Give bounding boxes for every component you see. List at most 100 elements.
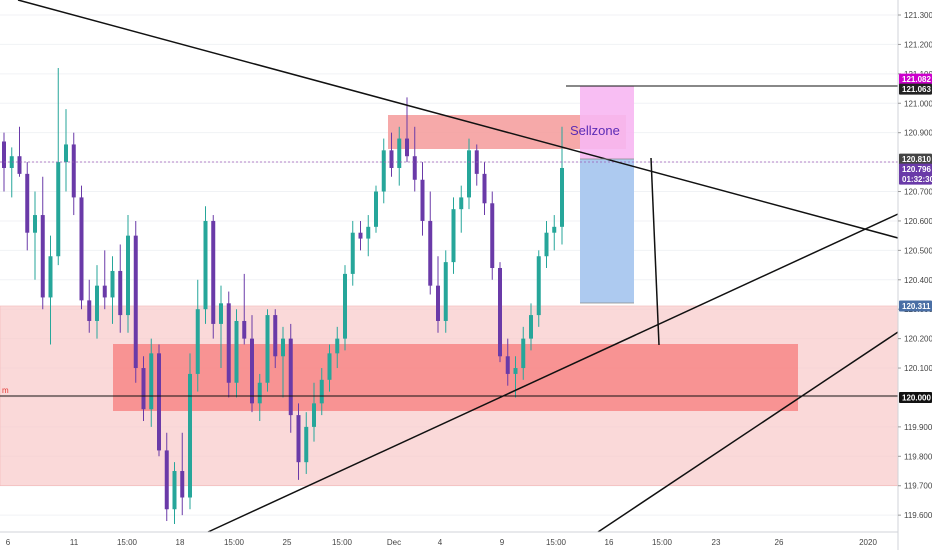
price-tag-bg (899, 300, 932, 312)
candle-body (343, 273, 347, 339)
price-tag-bg (899, 173, 932, 185)
y-tick-label: 121.300 (904, 11, 932, 20)
candle (195, 279, 200, 392)
candle (281, 326, 285, 398)
candle-body (358, 232, 363, 239)
candle-body (17, 156, 22, 174)
y-tick-label: 120.400 (904, 276, 932, 285)
ascending-trendline[interactable] (207, 213, 899, 533)
price-tag[interactable]: 01:32:30 (899, 173, 932, 185)
y-tick-label: 119.700 (904, 482, 932, 491)
candle (157, 344, 161, 457)
price-tag[interactable]: 120.000 (899, 391, 932, 403)
candle (397, 126, 402, 186)
candle (544, 220, 549, 269)
price-tag[interactable]: 121.063 (899, 83, 932, 95)
candle-body (420, 179, 425, 221)
projection-path[interactable] (650, 157, 660, 346)
price-tag[interactable]: 120.796 (899, 163, 932, 175)
candle (87, 279, 92, 333)
price-tag-label: 120.311 (902, 302, 931, 311)
candle-body (381, 150, 386, 192)
price-tag-bg (899, 83, 932, 95)
candle (474, 144, 479, 186)
candle (25, 162, 30, 251)
candle-body (552, 226, 557, 233)
candle (211, 215, 216, 339)
candle-body (87, 300, 92, 321)
y-tick-label: 121.000 (904, 99, 932, 108)
channel-trendline[interactable] (597, 331, 899, 533)
candle (242, 273, 247, 345)
descending-trendline[interactable] (17, 0, 899, 239)
candle (505, 338, 510, 386)
x-tick-label: 26 (775, 538, 784, 547)
time-axis[interactable]: 6 11 15:00 18 15:00 25 15:00 Dec 4 9 15:00 16 15:00 2… (0, 531, 898, 547)
candle-body (149, 353, 154, 410)
candle (374, 185, 378, 233)
candle-body (242, 320, 247, 339)
price-tag[interactable]: 120.311 (899, 300, 932, 312)
candle (40, 176, 45, 310)
candles-layer (2, 67, 564, 524)
candle-body (126, 235, 130, 316)
candle (536, 250, 541, 327)
y-tick-label: 119.600 (904, 511, 932, 520)
candle-body (257, 382, 262, 404)
candle (133, 220, 138, 383)
candle-body (141, 368, 146, 410)
candle-body (335, 338, 340, 354)
candle-body (102, 285, 107, 298)
candle-body (366, 226, 371, 239)
y-tick-label: 120.700 (904, 188, 932, 197)
candle (265, 309, 270, 392)
candle (467, 138, 471, 210)
y-tick-label: 120.100 (904, 364, 932, 373)
candle (428, 191, 433, 295)
candle-body (56, 162, 61, 257)
candle (180, 432, 185, 516)
candle (412, 126, 417, 192)
candle (304, 412, 309, 474)
demand-zone[interactable] (113, 344, 798, 411)
y-tick-label: 120.600 (904, 217, 932, 226)
short-position-target-box[interactable] (580, 159, 634, 303)
candle (358, 220, 363, 251)
candle (436, 256, 440, 333)
candle (389, 132, 394, 177)
candle (118, 244, 123, 333)
price-tag[interactable]: 121.082 (899, 73, 932, 85)
price-tag-label: 01:32:30 (902, 175, 932, 184)
x-tick-label: 15:00 (332, 538, 353, 547)
candle-body (428, 220, 433, 286)
candle-body (319, 379, 324, 404)
candle (48, 235, 53, 345)
candle-body (195, 309, 200, 374)
candle-body (79, 197, 84, 301)
candle (126, 215, 130, 333)
price-tag-bg (899, 73, 932, 85)
candle-body (412, 156, 417, 180)
price-tag[interactable]: 120.810 (899, 153, 932, 165)
candle-body (436, 285, 440, 321)
candle-body (312, 403, 316, 427)
candle-body (459, 197, 464, 210)
candle (172, 462, 177, 524)
x-tick-label: 9 (500, 538, 505, 547)
candle (327, 344, 332, 392)
candle-body (296, 415, 301, 463)
x-tick-label: 18 (176, 538, 185, 547)
candle-body (265, 315, 270, 383)
candle (288, 323, 293, 433)
price-tag-bg (899, 391, 932, 403)
x-tick-label: 16 (605, 538, 614, 547)
candle-body (513, 368, 518, 374)
short-position-risk-box[interactable] (580, 86, 634, 159)
candle (149, 338, 154, 427)
price-tag-label: 121.063 (902, 85, 931, 94)
candle (343, 265, 347, 351)
candle (552, 215, 557, 251)
candle-body (482, 173, 487, 204)
candle (312, 382, 316, 442)
